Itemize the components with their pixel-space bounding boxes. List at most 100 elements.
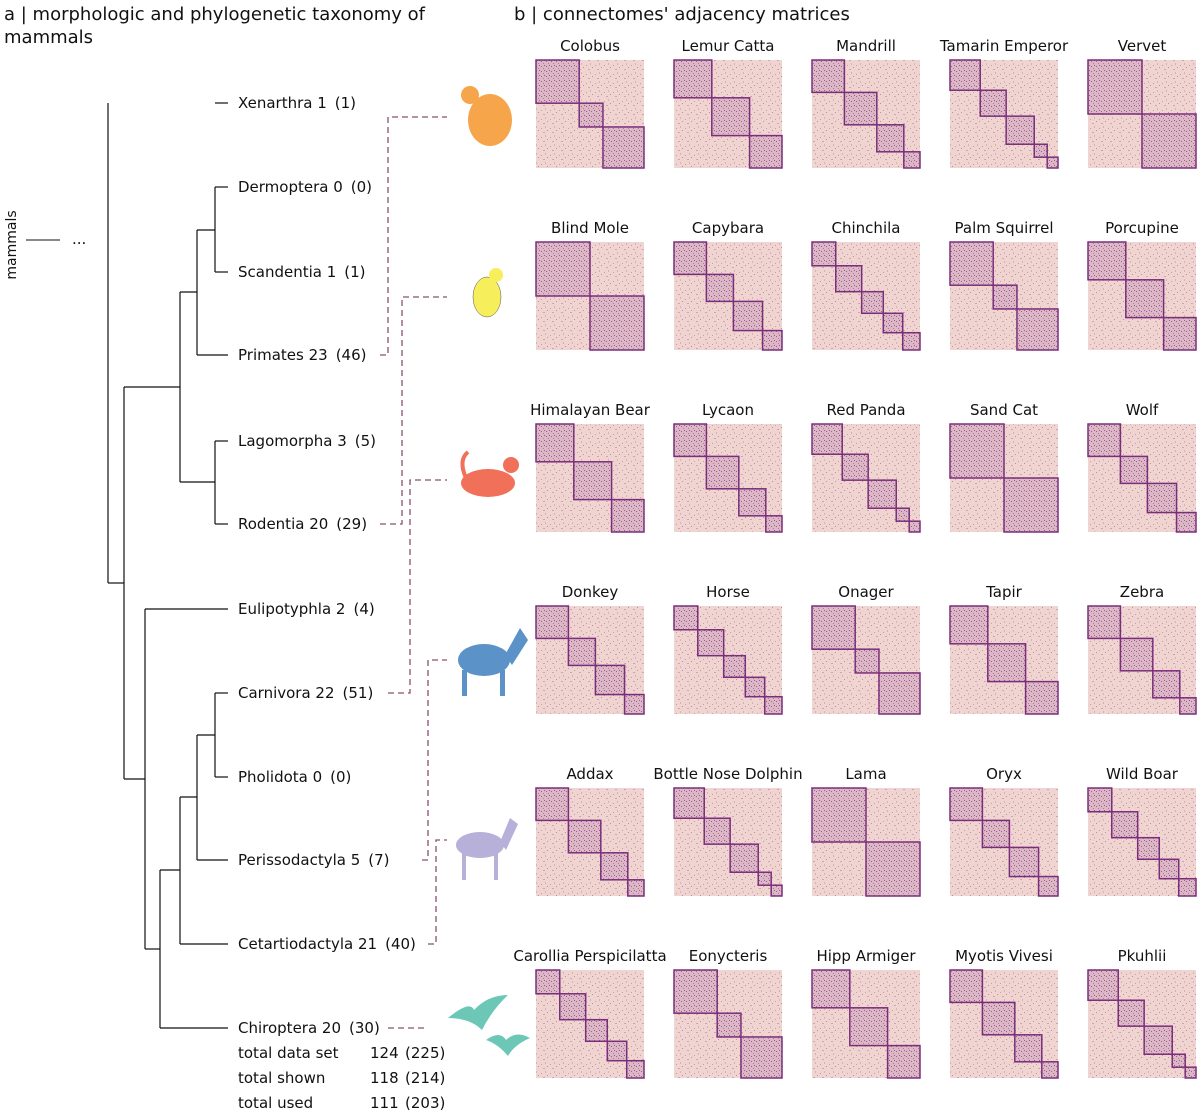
total-shown: 111 [370, 1094, 399, 1112]
taxon-label: Dermoptera 0 [238, 178, 343, 196]
matrix-block [949, 605, 989, 645]
species-name: Carollia Perspicilatta [513, 947, 666, 965]
species-name: Addax [566, 765, 613, 783]
matrix-block [1087, 605, 1122, 640]
matrix-block [761, 329, 783, 351]
total-shown: 124 [370, 1044, 399, 1062]
matrix-block [627, 879, 645, 897]
matrix-block [835, 265, 863, 293]
matrix-block [949, 969, 984, 1004]
species-name: Eonycteris [689, 947, 768, 965]
matrix-block [1171, 1053, 1186, 1068]
matrix-block [1014, 1034, 1043, 1063]
matrix-block [811, 605, 856, 650]
taxon-count: (51) [343, 684, 374, 702]
matrix-block [697, 629, 725, 657]
matrix-block [740, 1036, 783, 1079]
matrix-block [1037, 875, 1059, 897]
species-name: Lycaon [702, 401, 754, 419]
matrix-block [673, 969, 718, 1014]
matrix-block [1179, 697, 1197, 715]
taxon: Scandentia 1 (1) [238, 263, 366, 281]
taxon-label: Lagomorpha 3 [238, 432, 347, 450]
matrix-block [765, 515, 783, 533]
matrix-block [757, 871, 772, 886]
matrix-block [1087, 969, 1119, 1001]
matrix-block [882, 312, 904, 334]
matrix-block [811, 423, 843, 455]
matrix-block [992, 284, 1018, 310]
matrix-block [738, 488, 767, 517]
species-name: Vervet [1118, 37, 1167, 55]
total-label: total used [238, 1094, 313, 1112]
taxon: Lagomorpha 3 (5) [238, 432, 376, 450]
taxon-label: Xenarthra 1 [238, 94, 327, 112]
taxon-label: Cetartiodactyla 21 [238, 935, 377, 953]
root-label: mammals [4, 210, 20, 279]
taxon-count: (1) [335, 94, 356, 112]
matrix-block [1016, 308, 1059, 351]
matrix-block [673, 787, 705, 819]
total-label: total shown [238, 1069, 325, 1087]
matrix-block [908, 520, 921, 533]
species-name: Oryx [986, 765, 1022, 783]
matrix-block [811, 969, 851, 1009]
matrix-block [703, 817, 731, 845]
matrix-block [1087, 787, 1113, 813]
taxon: Rodentia 20 (29) [238, 515, 367, 533]
matrix-block [854, 648, 880, 674]
taxon: Eulipotyphla 2 (4) [238, 600, 375, 618]
matrix-block [573, 461, 613, 501]
matrix-block [1008, 846, 1040, 878]
matrix-block [1119, 455, 1149, 485]
matrix-block [1146, 482, 1178, 514]
species-name: Donkey [562, 583, 619, 601]
matrix-block [584, 1018, 609, 1043]
matrix-block [567, 637, 597, 667]
species-name: Mandrill [836, 37, 896, 55]
connectors [380, 116, 447, 1029]
species-name: Myotis Vivesi [955, 947, 1053, 965]
matrix-block [705, 455, 740, 490]
taxon-label: Rodentia 20 [238, 515, 328, 533]
matrix-block [535, 59, 580, 104]
total-shown: 118 [370, 1069, 399, 1087]
matrix-block [744, 676, 766, 698]
matrix-block [886, 1044, 921, 1079]
matrix-block [600, 852, 629, 881]
matrix-block [1111, 811, 1139, 839]
matrix-block [860, 290, 885, 315]
matrix-block [1177, 877, 1197, 897]
matrix-block [673, 59, 713, 99]
matrix-block [1041, 1061, 1059, 1079]
matrix-block [1033, 143, 1048, 158]
matrix-block [606, 1040, 628, 1062]
species-name: Palm Squirrel [955, 219, 1054, 237]
matrix-block [711, 97, 751, 137]
species-name: Tapir [985, 583, 1023, 601]
matrix-block [729, 843, 759, 873]
taxon: Chiroptera 20 (30) [238, 1019, 380, 1037]
taxon-count: (1) [344, 263, 365, 281]
matrix-block [841, 453, 869, 481]
matrix-block [567, 819, 602, 854]
matrix-block [1046, 156, 1059, 169]
ellipsis: ... [72, 230, 86, 248]
matrix-block [1087, 423, 1122, 458]
matrix-block [987, 643, 1027, 683]
matrix-block [748, 134, 783, 169]
matrix-block [594, 664, 626, 696]
species-name: Horse [706, 583, 750, 601]
matrix-block [578, 102, 604, 128]
matrix-block [903, 151, 921, 169]
matrix-block [673, 605, 699, 631]
matrix-block [949, 241, 994, 286]
taxon-count: (40) [385, 935, 416, 953]
matrix-block [867, 479, 897, 509]
species-name: Colobus [560, 37, 620, 55]
matrix-block [895, 507, 910, 522]
matrix-block [849, 1007, 889, 1047]
matrix-block [535, 787, 570, 822]
taxon: Pholidota 0 (0) [238, 768, 351, 786]
matrix-block [763, 695, 783, 715]
